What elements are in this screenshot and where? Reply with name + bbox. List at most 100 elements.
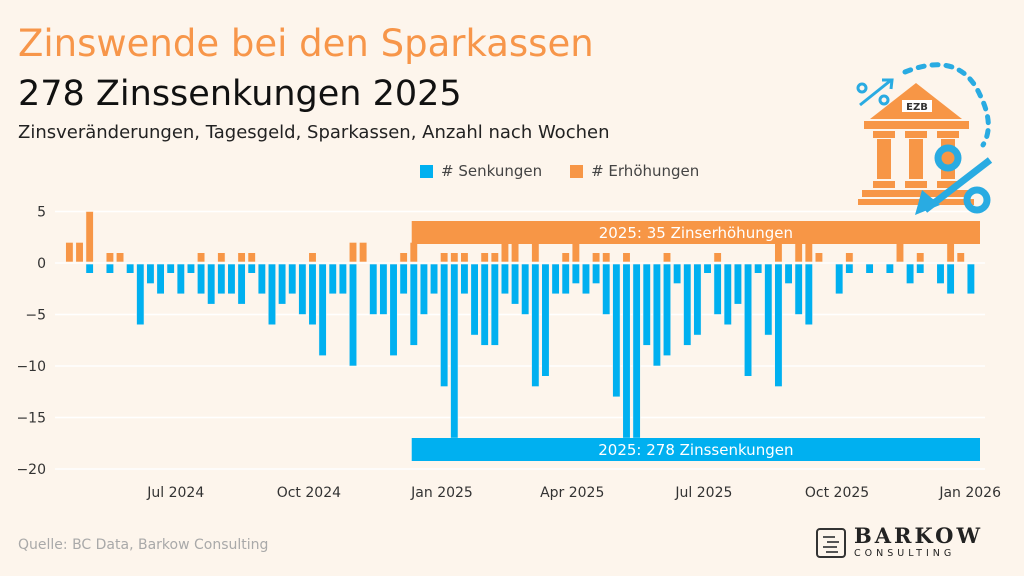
bar-senkungen xyxy=(379,263,388,315)
bar-erhoehungen xyxy=(794,242,803,263)
bar-senkungen xyxy=(197,263,206,295)
y-tick-label: −10 xyxy=(16,359,46,375)
bar-erhoehungen xyxy=(359,242,368,263)
legend-swatch-erhoehungen xyxy=(570,164,584,178)
y-tick-label: −5 xyxy=(25,308,46,324)
x-tick-label: Jan 2025 xyxy=(410,485,473,501)
x-tick-label: Oct 2025 xyxy=(805,485,869,501)
bar-senkungen xyxy=(399,263,408,295)
bar-erhoehungen xyxy=(247,252,256,263)
description: Zinsveränderungen, Tagesgeld, Sparkassen… xyxy=(18,122,610,143)
bar-erhoehungen xyxy=(460,252,469,263)
bar-senkungen xyxy=(460,263,469,295)
bar-senkungen xyxy=(369,263,378,315)
bar-erhoehungen xyxy=(75,242,84,263)
bar-senkungen xyxy=(612,263,621,398)
bar-senkungen xyxy=(267,263,277,326)
subtitle: 278 Zinssenkungen 2025 xyxy=(18,74,462,114)
x-tick-label: Jan 2026 xyxy=(938,485,1001,501)
bar-senkungen xyxy=(581,263,591,295)
x-tick-label: Jul 2024 xyxy=(146,485,204,501)
bar-erhoehungen xyxy=(946,242,955,263)
bar-erhoehungen xyxy=(804,242,813,263)
bar-erhoehungen xyxy=(115,252,125,263)
bar-erhoehungen xyxy=(450,252,459,263)
bar-senkungen xyxy=(511,263,520,305)
bar-senkungen xyxy=(774,263,783,387)
bar-senkungen xyxy=(217,263,226,295)
bar-senkungen xyxy=(257,263,266,295)
x-tick-label: Apr 2025 xyxy=(540,485,604,501)
bar-senkungen xyxy=(288,263,297,295)
bar-senkungen xyxy=(754,263,763,274)
legend: # Senkungen # Erhöhungen xyxy=(420,162,699,180)
bar-senkungen xyxy=(156,263,165,295)
bar-senkungen xyxy=(105,263,114,274)
bar-erhoehungen xyxy=(713,252,722,263)
bar-senkungen xyxy=(146,263,155,284)
logo-name: BARKOW xyxy=(854,523,984,548)
bar-senkungen xyxy=(440,263,449,387)
bar-senkungen xyxy=(703,263,712,274)
bar-senkungen xyxy=(723,263,732,326)
bar-senkungen xyxy=(673,263,682,284)
ezb-label: EZB xyxy=(906,102,928,113)
bar-erhoehungen xyxy=(105,252,114,263)
legend-item-senkungen[interactable]: # Senkungen xyxy=(420,162,542,180)
bar-senkungen xyxy=(298,263,307,315)
bar-senkungen xyxy=(683,263,692,346)
bar-senkungen xyxy=(278,263,287,305)
x-tick-label: Jul 2025 xyxy=(674,485,732,501)
bar-erhoehungen xyxy=(602,252,611,263)
bar-erhoehungen xyxy=(500,242,509,263)
logo-mark-icon xyxy=(816,527,846,558)
bar-erhoehungen xyxy=(774,242,783,263)
bar-senkungen xyxy=(602,263,611,315)
bar-senkungen xyxy=(85,263,94,274)
bar-senkungen xyxy=(500,263,509,295)
logo-tagline: CONSULTING xyxy=(854,548,956,559)
y-tick-label: −20 xyxy=(16,462,46,478)
barkow-logo: BARKOW CONSULTING xyxy=(816,523,984,559)
bar-senkungen xyxy=(126,263,135,274)
legend-swatch-senkungen xyxy=(420,164,433,178)
bar-erhoehungen xyxy=(409,242,418,263)
annotation-box xyxy=(411,221,980,244)
annotation-label: 2025: 278 Zinssenkungen xyxy=(598,441,793,459)
bar-senkungen xyxy=(632,263,641,439)
bar-erhoehungen xyxy=(217,252,226,263)
bar-senkungen xyxy=(652,263,661,367)
bar-senkungen xyxy=(835,263,844,295)
title: Zinswende bei den Sparkassen xyxy=(18,22,594,65)
bar-senkungen xyxy=(571,263,580,284)
bar-senkungen xyxy=(865,263,874,274)
bar-erhoehungen xyxy=(956,252,965,263)
legend-item-erhoehungen[interactable]: # Erhöhungen xyxy=(570,162,699,180)
bar-senkungen xyxy=(531,263,540,387)
bar-erhoehungen xyxy=(622,252,631,263)
bar-senkungen xyxy=(207,263,216,305)
bank-ezb-rate-cut-icon: EZB xyxy=(856,62,993,215)
bar-senkungen xyxy=(480,263,489,346)
bar-senkungen xyxy=(642,263,651,346)
bar-erhoehungen xyxy=(197,252,206,263)
bar-senkungen xyxy=(936,263,945,284)
bar-erhoehungen xyxy=(440,252,449,263)
bar-senkungen xyxy=(794,263,803,315)
y-tick-label: 0 xyxy=(37,256,46,272)
legend-label-erhoehungen: # Erhöhungen xyxy=(591,162,700,180)
bar-erhoehungen xyxy=(814,252,823,263)
bar-senkungen xyxy=(136,263,145,326)
bar-erhoehungen xyxy=(399,252,408,263)
bar-erhoehungen xyxy=(916,252,925,263)
bar-erhoehungen xyxy=(348,242,358,263)
bar-senkungen xyxy=(764,263,773,336)
bar-senkungen xyxy=(176,263,185,295)
bar-senkungen xyxy=(429,263,439,295)
bar-erhoehungen xyxy=(237,252,246,263)
bar-senkungen xyxy=(227,263,236,295)
bar-senkungen xyxy=(419,263,428,315)
bar-senkungen xyxy=(470,263,479,336)
bar-erhoehungen xyxy=(490,252,499,263)
bar-senkungen xyxy=(186,263,195,274)
